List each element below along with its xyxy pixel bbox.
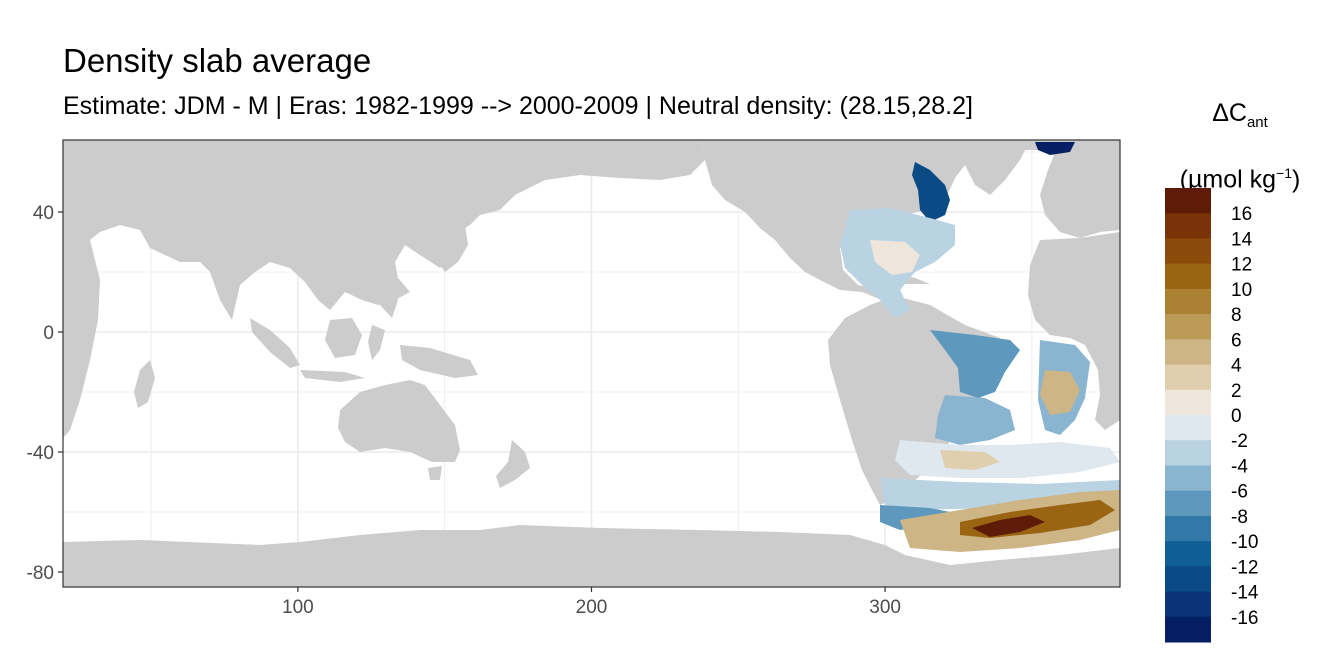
cant-region-south-atlantic-west bbox=[935, 395, 1015, 445]
legend-break-label: 12 bbox=[1231, 255, 1252, 276]
legend-break-label: 14 bbox=[1231, 229, 1253, 250]
legend-swatch bbox=[1165, 566, 1211, 593]
legend-break-label: 8 bbox=[1231, 305, 1242, 326]
land-africa-east bbox=[63, 240, 100, 438]
y-axis: 40 0 -40 -80 bbox=[27, 203, 63, 584]
cant-region-barents bbox=[1035, 142, 1075, 155]
cant-region-argentine-warm bbox=[940, 450, 1000, 470]
legend-swatch bbox=[1165, 465, 1211, 492]
land-eurasia bbox=[63, 140, 705, 320]
legend-swatch bbox=[1165, 238, 1211, 265]
land-java bbox=[300, 370, 365, 382]
x-tick-label: 300 bbox=[869, 597, 901, 618]
land-philippines bbox=[380, 270, 398, 318]
land-africa-west bbox=[1028, 232, 1120, 430]
legend-break-label: 10 bbox=[1231, 280, 1252, 301]
cant-region-argentine-basin bbox=[895, 440, 1120, 478]
legend-break-label: 16 bbox=[1231, 204, 1252, 225]
cant-region-angola-basin bbox=[1040, 370, 1080, 415]
chart-subtitle: Estimate: JDM - M | Eras: 1982-1999 --> … bbox=[63, 92, 973, 120]
legend-title-sub: ant bbox=[1246, 114, 1268, 131]
land-madagascar bbox=[134, 360, 155, 408]
land-sumatra bbox=[250, 318, 300, 368]
chart-title: Density slab average bbox=[63, 42, 372, 79]
cant-region-weddell-max bbox=[972, 515, 1045, 537]
legend-colorbar: 16 14 12 10 8 6 4 2 0 -2 -4 -6 -8 -10 -12 -14 -16 bbox=[1165, 188, 1259, 643]
land-tasmania bbox=[428, 466, 442, 480]
legend-swatch bbox=[1165, 415, 1211, 441]
legend-swatch bbox=[1165, 188, 1211, 214]
legend-swatch bbox=[1165, 288, 1211, 315]
cant-region-labrador-sea bbox=[912, 162, 950, 222]
legend-title-main: ΔC bbox=[1212, 99, 1247, 127]
legend-title: ΔCant (µmol kg−1) bbox=[1150, 88, 1330, 204]
legend-swatch bbox=[1165, 314, 1211, 340]
legend-swatch bbox=[1165, 591, 1211, 618]
cant-region-subtropical-atlantic bbox=[870, 240, 920, 275]
legend-break-label: -6 bbox=[1231, 482, 1248, 503]
y-tick-label: 0 bbox=[43, 323, 54, 344]
land-new-guinea bbox=[400, 345, 478, 378]
legend-unit-suffix: ) bbox=[1292, 165, 1301, 194]
legend-swatch bbox=[1165, 490, 1211, 517]
y-tick-label: -40 bbox=[27, 443, 54, 464]
legend-break-label: 6 bbox=[1231, 330, 1242, 351]
legend-break-label: 0 bbox=[1231, 406, 1242, 427]
cant-overlay bbox=[840, 142, 1120, 552]
legend-swatch bbox=[1165, 616, 1211, 643]
land-europe bbox=[1040, 140, 1120, 238]
cant-region-equatorial-atlantic bbox=[930, 330, 1020, 398]
y-tick-label: 40 bbox=[33, 203, 54, 224]
legend-break-label: -16 bbox=[1231, 608, 1258, 629]
legend-swatch bbox=[1165, 339, 1211, 366]
legend-swatch bbox=[1165, 213, 1211, 239]
x-tick-label: 200 bbox=[576, 597, 608, 618]
legend-break-label: -4 bbox=[1231, 456, 1248, 477]
land-sulawesi bbox=[368, 325, 385, 360]
y-tick-label: -80 bbox=[27, 563, 54, 584]
map-layer bbox=[63, 140, 1120, 587]
land-australia bbox=[338, 380, 460, 462]
legend-swatch bbox=[1165, 389, 1211, 416]
legend-break-label: -2 bbox=[1231, 431, 1248, 452]
land-borneo bbox=[325, 318, 362, 358]
legend-swatch bbox=[1165, 364, 1211, 391]
legend-swatch bbox=[1165, 541, 1211, 567]
legend-break-label: -12 bbox=[1231, 557, 1258, 578]
land-masses bbox=[63, 140, 1120, 587]
legend-break-label: -14 bbox=[1231, 583, 1259, 604]
land-japan bbox=[438, 215, 468, 272]
legend-swatch bbox=[1165, 263, 1211, 290]
legend-break-label: 2 bbox=[1231, 381, 1242, 402]
land-north-america bbox=[700, 140, 1120, 312]
legend-break-label: 4 bbox=[1231, 356, 1242, 377]
land-greenland bbox=[960, 140, 1030, 195]
land-new-zealand bbox=[496, 440, 530, 488]
land-antarctica bbox=[63, 525, 1120, 587]
x-tick-label: 100 bbox=[282, 597, 314, 618]
legend-unit-sup: −1 bbox=[1276, 165, 1292, 181]
legend-swatch bbox=[1165, 515, 1211, 542]
legend-break-label: -10 bbox=[1231, 532, 1258, 553]
x-axis: 100 200 300 bbox=[282, 587, 901, 618]
legend-break-label: -8 bbox=[1231, 507, 1248, 528]
legend-swatch bbox=[1165, 440, 1211, 466]
